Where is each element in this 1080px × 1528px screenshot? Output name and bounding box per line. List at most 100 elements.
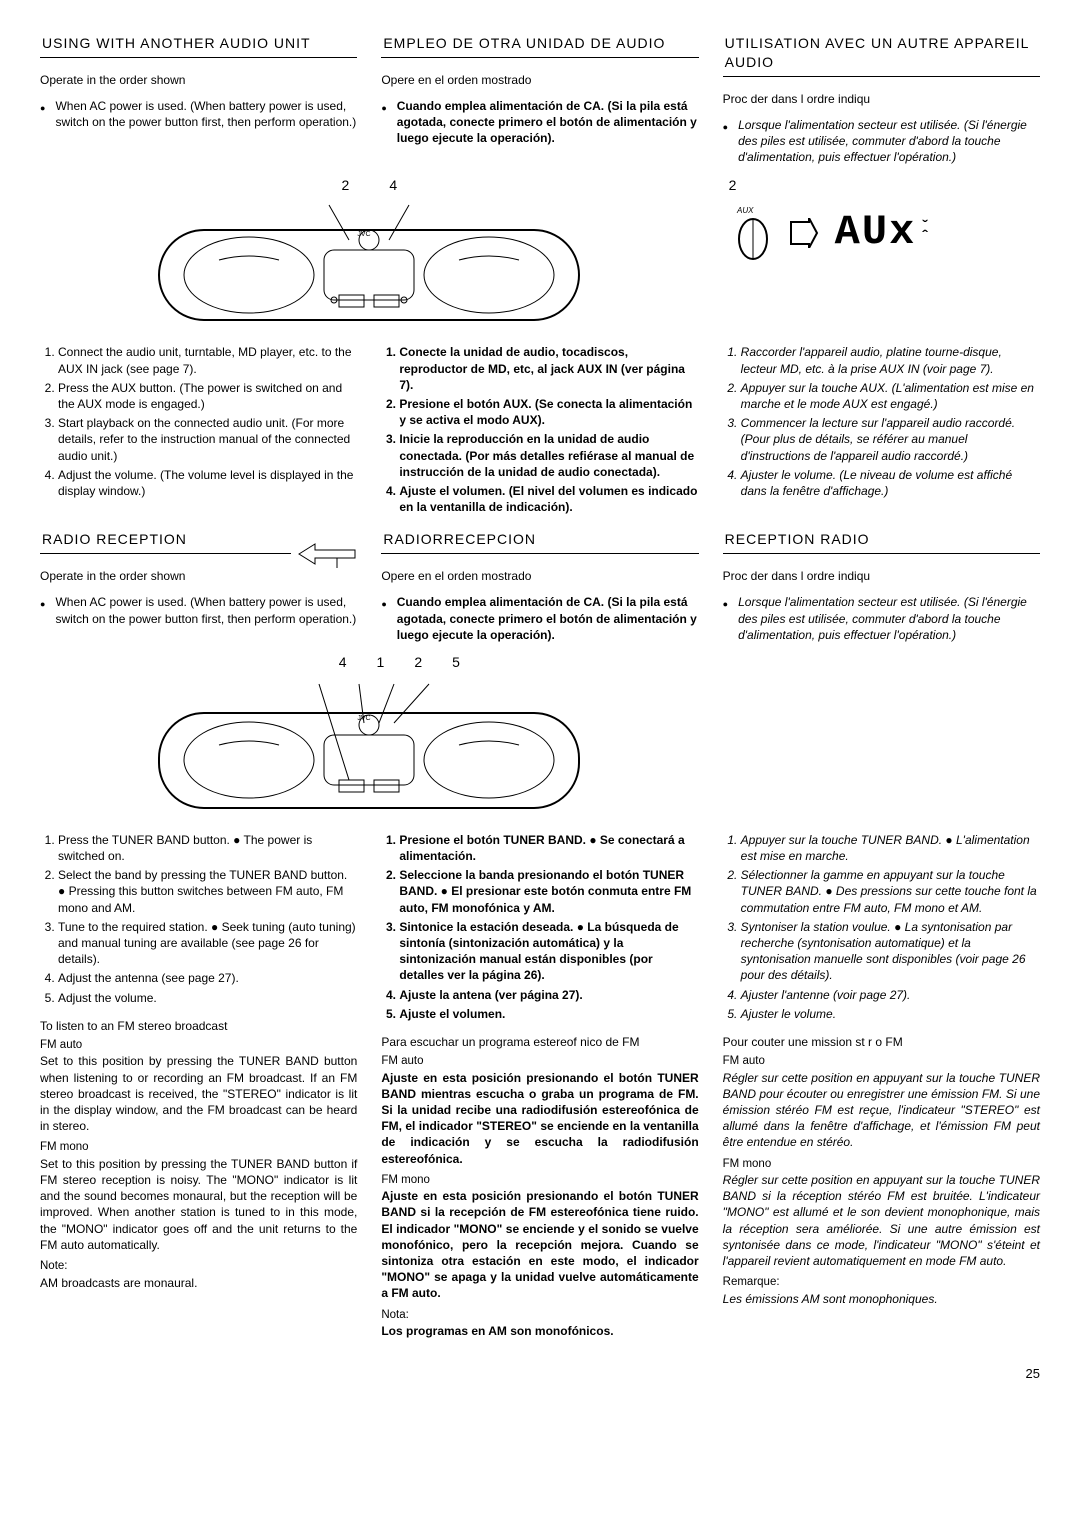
step-en-1: Connect the audio unit, turntable, MD pl… [58, 344, 357, 376]
aux-callouts: 2 4 [40, 176, 699, 195]
pointer-icon [297, 540, 357, 568]
fmauto-text-fr: Régler sur cette position en appuyant su… [723, 1070, 1040, 1151]
stereo-head-es: Para escuchar un programa estereof nico … [381, 1034, 698, 1050]
note-label-en: Note: [40, 1259, 357, 1275]
section-radio-titles: RADIO RECEPTION RADIORRECEPCION RECEPTIO… [40, 526, 1040, 568]
intro-es-radio: Opere en el orden mostrado [381, 568, 698, 584]
intro-fr-aux: Proc der dans l ordre indiqu [723, 91, 1040, 107]
bullet-dot-icon [381, 594, 390, 643]
bullet-fr-radio-text: Lorsque l'alimentation secteur est utili… [738, 594, 1040, 643]
bullet-dot-icon [40, 98, 49, 130]
bullet-es-radio-text: Cuando emplea alimentación de CA. (Si la… [397, 594, 699, 643]
bullet-dot-icon [723, 117, 732, 166]
rstep-en-4: Adjust the antenna (see page 27). [58, 970, 357, 986]
title-es-aux: EMPLEO DE OTRA UNIDAD DE AUDIO [381, 30, 698, 58]
radio-callouts: 4 1 2 5 [40, 653, 699, 672]
bullet-es-radio: Cuando emplea alimentación de CA. (Si la… [381, 594, 698, 643]
intro-fr-radio: Proc der dans l ordre indiqu [723, 568, 1040, 584]
aux-diagram-row: 2 4 JVC 2 [40, 176, 1040, 345]
rstep-fr-1: Appuyer sur la touche TUNER BAND. ● L'al… [741, 832, 1040, 864]
bullet-es-aux: Cuando emplea alimentación de CA. (Si la… [381, 98, 698, 147]
step-es-1: Conecte la unidad de audio, tocadiscos, … [399, 344, 698, 393]
col-es-aux: EMPLEO DE OTRA UNIDAD DE AUDIO Opere en … [381, 30, 698, 176]
rstep-fr-3: Syntoniser la station voulue. ● La synto… [741, 919, 1040, 984]
step-es-4: Ajuste el volumen. (El nivel del volumen… [399, 483, 698, 515]
intro-block-fr-radio: Proc der dans l ordre indiqu Lorsque l'a… [723, 568, 1040, 653]
rstep-en-3: Tune to the required station. ● Seek tun… [58, 919, 357, 968]
fmmono-label-en: FM mono [40, 1140, 357, 1156]
arrow-right-icon [789, 218, 819, 248]
bullet-dot-icon [381, 98, 390, 147]
aux-lcd-display: AUx ˇˆ [835, 204, 932, 261]
rstep-fr-4: Ajuster l'antenne (voir page 27). [741, 987, 1040, 1003]
fmauto-text-en: Set to this position by pressing the TUN… [40, 1053, 357, 1134]
note-text-en: AM broadcasts are monaural. [40, 1275, 357, 1291]
rstep-fr-5: Ajuster le volume. [741, 1006, 1040, 1022]
fmmono-text-fr: Régler sur cette position en appuyant su… [723, 1172, 1040, 1269]
title-fr-aux: UTILISATION AVEC UN AUTRE APPAREIL AUDIO [723, 30, 1040, 77]
step-es-2: Presione el botón AUX. (Se conecta la al… [399, 396, 698, 428]
bullet-fr-radio: Lorsque l'alimentation secteur est utili… [723, 594, 1040, 643]
bullet-en-radio: When AC power is used. (When battery pow… [40, 594, 357, 626]
step-es-3: Inicie la reproducción en la unidad de a… [399, 431, 698, 480]
page-number: 25 [40, 1365, 1040, 1383]
title-en-aux: USING WITH ANOTHER AUDIO UNIT [40, 30, 357, 58]
rstep-fr-2: Sélectionner la gamme en appuyant sur la… [741, 867, 1040, 916]
note-text-fr: Les émissions AM sont monophoniques. [723, 1291, 1040, 1307]
rstep-es-2: Seleccione la banda presionando el botón… [399, 867, 698, 916]
bullet-dot-icon [40, 594, 49, 626]
bullet-fr-aux-text: Lorsque l'alimentation secteur est utili… [738, 117, 1040, 166]
stereo-head-en: To listen to an FM stereo broadcast [40, 1018, 357, 1034]
col-en-aux: USING WITH ANOTHER AUDIO UNIT Operate in… [40, 30, 357, 176]
fmauto-label-fr: FM auto [723, 1054, 1040, 1070]
radio-steps-row: Press the TUNER BAND button. ● The power… [40, 832, 1040, 1345]
rstep-en-5: Adjust the volume. [58, 990, 357, 1006]
aux-device-diagram: JVC [40, 200, 699, 330]
steps-es-radio: Presione el botón TUNER BAND. ● Se conec… [381, 832, 698, 1345]
section-aux-grid: USING WITH ANOTHER AUDIO UNIT Operate in… [40, 30, 1040, 176]
fmauto-label-es: FM auto [381, 1054, 698, 1070]
bullet-es-aux-text: Cuando emplea alimentación de CA. (Si la… [397, 98, 699, 147]
rstep-en-1: Press the TUNER BAND button. ● The power… [58, 832, 357, 864]
callout-2: 2 [342, 176, 350, 195]
fmauto-label-en: FM auto [40, 1038, 357, 1054]
fmmono-text-en: Set to this position by pressing the TUN… [40, 1156, 357, 1253]
fmmono-label-es: FM mono [381, 1173, 698, 1189]
steps-en-aux: Connect the audio unit, turntable, MD pl… [40, 344, 357, 518]
rstep-es-5: Ajuste el volumen. [399, 1006, 698, 1022]
intro-block-es-radio: Opere en el orden mostrado Cuando emplea… [381, 568, 698, 653]
callout-4: 4 [389, 176, 397, 195]
note-text-es: Los programas en AM son monofónicos. [381, 1323, 698, 1339]
bullet-dot-icon [723, 594, 732, 643]
aux-icon-row: AUX AUx ˇˆ [733, 204, 1040, 261]
step-fr-2: Appuyer sur la touche AUX. (L'alimentati… [741, 380, 1040, 412]
note-label-es: Nota: [381, 1308, 698, 1324]
rstep-es-3: Sintonice la estación deseada. ● La búsq… [399, 919, 698, 984]
rstep-en-2: Select the band by pressing the TUNER BA… [58, 867, 357, 916]
aux-steps-row: Connect the audio unit, turntable, MD pl… [40, 344, 1040, 518]
bullet-en-aux: When AC power is used. (When battery pow… [40, 98, 357, 130]
aux-device-diagram-wrap: 2 4 JVC [40, 176, 699, 345]
bullet-en-aux-text: When AC power is used. (When battery pow… [55, 98, 357, 130]
step-fr-1: Raccorder l'appareil audio, platine tour… [741, 344, 1040, 376]
step-en-2: Press the AUX button. (The power is swit… [58, 380, 357, 412]
steps-es-aux: Conecte la unidad de audio, tocadiscos, … [381, 344, 698, 518]
step-fr-4: Ajuster le volume. (Le niveau de volume … [741, 467, 1040, 499]
intro-es-aux: Opere en el orden mostrado [381, 72, 698, 88]
radio-device-diagram-wrap: 4 1 2 5 JVC [40, 653, 699, 832]
fr-callout-2: 2 [729, 176, 1040, 195]
bullet-fr-aux: Lorsque l'alimentation secteur est utili… [723, 117, 1040, 166]
steps-en-radio: Press the TUNER BAND button. ● The power… [40, 832, 357, 1345]
aux-lcd-block: 2 AUX AUx ˇˆ [723, 176, 1040, 345]
aux-button-icon: AUX [733, 205, 773, 261]
aux-lcd-text: AUx [835, 204, 917, 261]
step-en-4: Adjust the volume. (The volume level is … [58, 467, 357, 499]
step-en-3: Start playback on the connected audio un… [58, 415, 357, 464]
svg-text:JVC: JVC [358, 231, 371, 238]
steps-fr-radio: Appuyer sur la touche TUNER BAND. ● L'al… [723, 832, 1040, 1345]
rstep-es-4: Ajuste la antena (ver página 27). [399, 987, 698, 1003]
title-row-en-radio: RADIO RECEPTION [40, 526, 357, 568]
intro-block-en-radio: Operate in the order shown When AC power… [40, 568, 357, 653]
aux-lcd-arrows: ˇˆ [920, 223, 932, 242]
note-label-fr: Remarque: [723, 1275, 1040, 1291]
